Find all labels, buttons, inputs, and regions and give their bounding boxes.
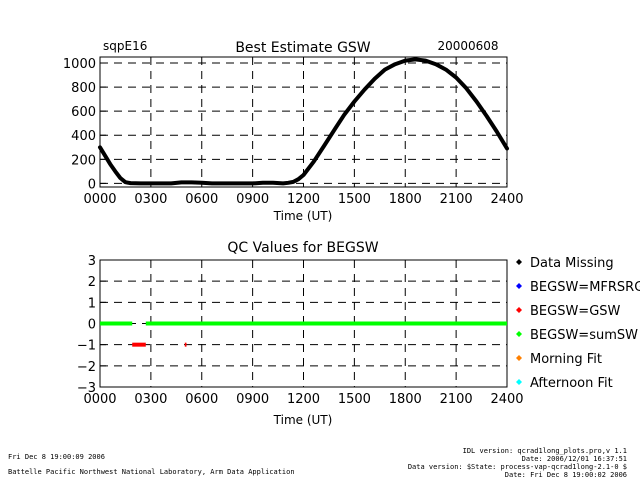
legend-label: BEGSW=MFRSRG: [530, 280, 640, 295]
footer-right-line3: Data version: $State: process-vap-qcrad1…: [408, 463, 627, 471]
x-tick-label: 0600: [185, 392, 218, 407]
x-tick-label: 2400: [490, 392, 523, 407]
x-tick-label: 0900: [236, 192, 269, 207]
footer-left-line1: Fri Dec 8 19:00:09 2006: [8, 453, 105, 461]
site-label: sqpE16: [103, 39, 147, 53]
y-tick-label: 0: [88, 318, 96, 333]
x-tick-label: 1500: [338, 392, 371, 407]
x-tick-label: 1500: [338, 192, 371, 207]
y-tick-label: 0: [88, 177, 96, 192]
x-tick-label: 0300: [134, 392, 167, 407]
footer-right-line1: IDL version: qcrad1long_plots.pro,v 1.1: [463, 447, 627, 455]
x-tick-label: 2100: [440, 192, 473, 207]
y-tick-label: 1: [88, 296, 96, 311]
x-tick-label: 1800: [389, 392, 422, 407]
x-tick-label: 1800: [389, 192, 422, 207]
x-tick-label: 1200: [287, 192, 320, 207]
x-tick-label: 0600: [185, 192, 218, 207]
x-tick-label: 0000: [83, 192, 116, 207]
top-chart-xlabel: Time (UT): [273, 209, 333, 223]
y-tick-label: 200: [71, 153, 96, 168]
top-chart-title: Best Estimate GSW: [235, 40, 370, 56]
qc-chart-title: QC Values for BEGSW: [227, 240, 378, 256]
legend-marker: [516, 355, 522, 361]
legend-label: Morning Fit: [530, 352, 602, 367]
footer-right-line2: Date: 2006/12/01 16:37:51: [522, 455, 627, 463]
legend-marker: [516, 259, 522, 265]
plot-frame: [99, 56, 508, 188]
x-tick-label: 2400: [490, 192, 523, 207]
x-tick-label: 1200: [287, 392, 320, 407]
legend-marker: [516, 307, 522, 313]
y-tick-label: −1: [77, 339, 96, 354]
legend-marker: [516, 379, 522, 385]
legend-label: Afternoon Fit: [530, 376, 613, 391]
x-tick-label: 0000: [83, 392, 116, 407]
y-tick-label: 2: [88, 275, 96, 290]
qc-legend: Data Missing BEGSW=MFRSRG BEGSW=GSW BEGSW=s…: [516, 256, 640, 391]
x-tick-label: 0900: [236, 392, 269, 407]
date-label: 20000608: [437, 39, 498, 53]
legend-marker: [516, 283, 522, 289]
y-tick-label: 600: [71, 105, 96, 120]
y-tick-label: −2: [77, 360, 96, 375]
x-tick-label: 2100: [440, 392, 473, 407]
y-tick-label: 800: [71, 81, 96, 96]
top-chart: 0000 0300 0600 0900 1200 1500 1800 2100 2400 0 200…: [63, 56, 524, 207]
legend-label: Data Missing: [530, 256, 614, 271]
legend-label: BEGSW=GSW: [530, 304, 621, 319]
footer-right-line4: Date: Fri Dec 8 19:00:02 2006: [505, 471, 627, 479]
qc-chart-xlabel: Time (UT): [273, 413, 333, 427]
series-line-begsw: [98, 57, 509, 186]
y-tick-label: −3: [77, 381, 96, 396]
y-tick-label: 1000: [63, 57, 96, 72]
y-tick-label: 3: [88, 254, 96, 269]
y-tick-label: 400: [71, 129, 96, 144]
x-tick-label: 0300: [134, 192, 167, 207]
legend-label: BEGSW=sumSW: [530, 328, 638, 343]
legend-marker: [516, 331, 522, 337]
qc-chart: 0000 0300 0600 0900 1200 1500 1800 2100 2400 3 2 1 0…: [77, 254, 524, 407]
footer-left-line2: Battelle Pacific Northwest National Labo…: [8, 468, 295, 476]
